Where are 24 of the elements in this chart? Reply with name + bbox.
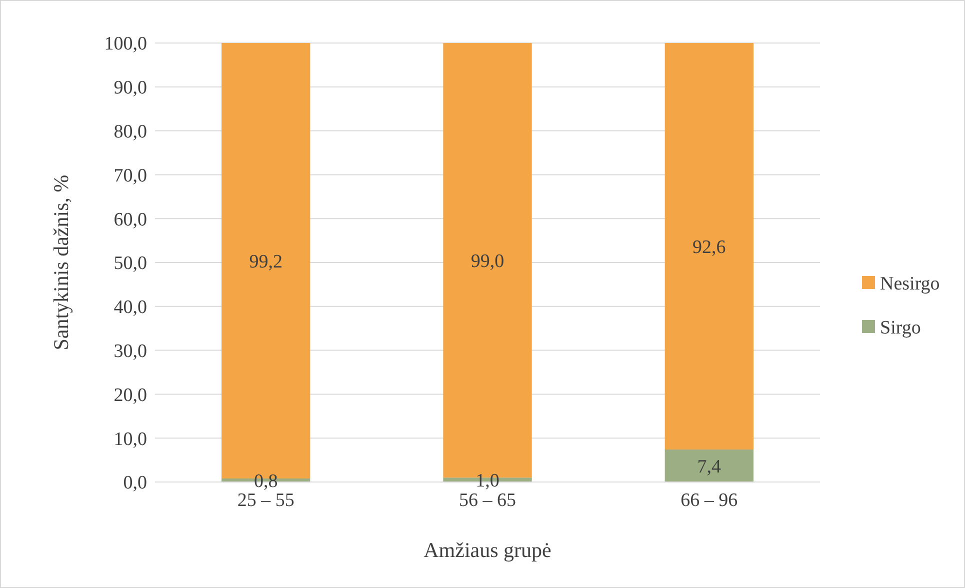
legend-label: Nesirgo — [880, 274, 940, 295]
y-tick-label: 80,0 — [114, 121, 147, 142]
y-tick-label: 100,0 — [104, 34, 147, 55]
y-tick-label: 40,0 — [114, 297, 147, 318]
y-axis-title: Santykinis dažnis, % — [49, 174, 73, 350]
bar — [664, 43, 754, 450]
data-label: 7,4 — [697, 456, 722, 478]
y-tick-label: 60,0 — [114, 209, 147, 230]
data-label: 99,2 — [249, 251, 282, 272]
y-tick-label: 90,0 — [114, 78, 147, 99]
x-tick-label: 25 – 55 — [237, 490, 294, 511]
y-tick-label: 10,0 — [114, 428, 147, 450]
bar — [664, 450, 754, 482]
y-tick-label: 20,0 — [114, 384, 147, 406]
data-label: 99,0 — [470, 250, 504, 272]
x-tick-label: 66 – 96 — [680, 490, 738, 511]
x-axis-title: Amžiaus grupė — [424, 538, 552, 562]
y-tick-label: 70,0 — [114, 165, 147, 186]
y-tick-label: 30,0 — [114, 340, 147, 362]
y-tick-label: 0,0 — [123, 472, 147, 494]
x-tick-label: 56 – 65 — [459, 490, 516, 511]
legend-label: Sirgo — [880, 318, 921, 339]
data-label: 92,6 — [692, 236, 726, 258]
y-tick-label: 50,0 — [114, 253, 147, 274]
